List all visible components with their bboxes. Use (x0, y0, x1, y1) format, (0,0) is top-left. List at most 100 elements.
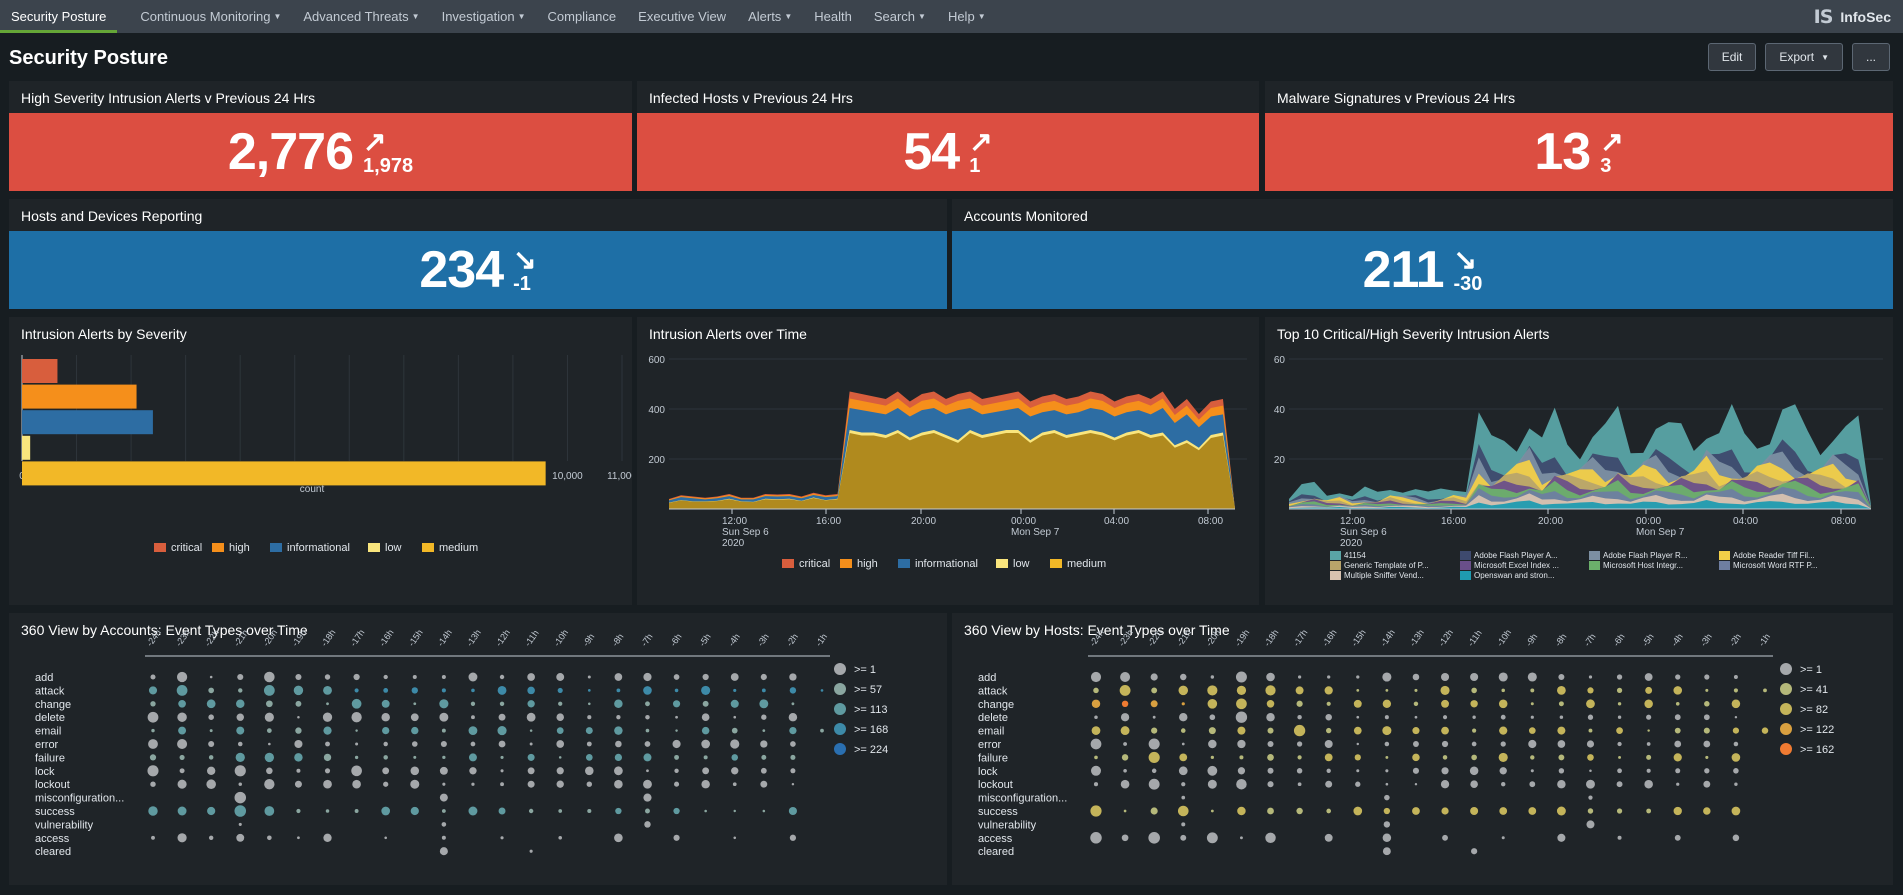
single-value[interactable]: 54 ↗ 1 (637, 113, 1259, 191)
nav-item-investigation[interactable]: Investigation ▼ (431, 0, 537, 33)
nav-item-compliance[interactable]: Compliance (537, 0, 628, 33)
export-button[interactable]: Export ▼ (1765, 43, 1843, 71)
bubble (1586, 740, 1595, 748)
legend-label: >= 82 (1800, 704, 1828, 716)
column-label: -15h (1349, 628, 1368, 648)
legend-swatch (1460, 561, 1471, 570)
hosts-bubble-chart[interactable]: -24h -23h -22h -21h -20h -19h -18h -17h -16h -15h… (952, 613, 1893, 885)
bubble (236, 726, 245, 735)
bubble (1240, 836, 1243, 840)
y-tick-label: 60 (1274, 355, 1286, 366)
panel-title: Accounts Monitored (964, 208, 1088, 224)
bubble (1530, 755, 1535, 760)
accounts-bubble-chart[interactable]: -24h -23h -22h -21h -20h -19h -18h -17h -16h -15h… (9, 613, 947, 885)
bubble (383, 687, 389, 693)
bubble (1237, 767, 1246, 775)
bubble (703, 755, 708, 760)
bubble (413, 702, 417, 706)
row-label: cleared (35, 846, 71, 858)
edit-button[interactable]: Edit (1707, 43, 1757, 71)
single-value-number: 211 (1362, 241, 1445, 299)
bubble (1413, 741, 1419, 747)
row-label: lock (978, 766, 998, 778)
nav-item-help[interactable]: Help ▼ (937, 0, 997, 33)
bubble (733, 809, 736, 813)
bubble (614, 753, 623, 762)
bubble (441, 728, 446, 733)
bubble (1557, 726, 1566, 735)
legend-swatch (1330, 561, 1341, 570)
bubble (1091, 726, 1101, 735)
bubble (1297, 782, 1302, 787)
bubble (1556, 806, 1566, 816)
bubble (1208, 727, 1216, 735)
nav-item-advanced-threats[interactable]: Advanced Threats ▼ (292, 0, 430, 33)
bubble (411, 726, 419, 735)
bubble (1265, 685, 1276, 696)
bubble (354, 688, 359, 693)
row-label: misconfiguration... (978, 793, 1067, 805)
single-value[interactable]: 13 ↗ 3 (1265, 113, 1893, 191)
bubble (528, 808, 534, 814)
nav-item-health[interactable]: Health (803, 0, 863, 33)
bubble (643, 686, 652, 695)
more-actions-button[interactable]: ... (1851, 43, 1890, 71)
bubble (1120, 726, 1130, 736)
bubble (413, 755, 417, 759)
bubble (1557, 740, 1566, 748)
column-label: -6h (1611, 632, 1627, 648)
column-label: -19h (1233, 628, 1252, 648)
bubble (1588, 795, 1593, 800)
single-value[interactable]: 2,776 ↗ 1,978 (9, 113, 632, 191)
bubble (789, 673, 797, 681)
bubble (324, 768, 331, 774)
single-value[interactable]: 234 ↘ -1 (9, 231, 947, 309)
bubble (1414, 782, 1418, 786)
bubble (1383, 821, 1391, 828)
legend-swatch (1589, 561, 1600, 570)
bubble (1324, 833, 1333, 842)
bubble (234, 765, 246, 777)
x-tick-label: 00:00 (1636, 516, 1661, 527)
nav-item-search[interactable]: Search ▼ (863, 0, 937, 33)
severity-bar-chart[interactable]: 01,0002,0003,0004,0005,0006,0007,0008,00… (9, 317, 632, 605)
bubble (1120, 713, 1130, 722)
bubble (616, 688, 621, 693)
bubble (1413, 701, 1419, 707)
bubble (1119, 684, 1131, 696)
bubble (1296, 700, 1303, 707)
legend-label: low (385, 542, 402, 554)
column-label: -16h (377, 628, 396, 648)
bubble (1151, 687, 1158, 694)
nav-item-continuous-monitoring[interactable]: Continuous Monitoring ▼ (129, 0, 292, 33)
panel-title: 360 View by Accounts: Event Types over T… (21, 622, 308, 638)
bubble (820, 689, 824, 692)
column-label: -21h (1175, 628, 1194, 648)
nav-item-security-posture[interactable]: Security Posture (0, 0, 118, 33)
bubble (1356, 769, 1360, 773)
bubble (1761, 727, 1769, 734)
column-label: -4h (1669, 632, 1685, 648)
nav-item-label: Search (873, 9, 916, 24)
bubble (1675, 768, 1681, 774)
nav-item-executive-view[interactable]: Executive View (627, 0, 737, 33)
nav-item-alerts[interactable]: Alerts ▼ (737, 0, 803, 33)
single-value[interactable]: 211 ↘ -30 (952, 231, 1893, 309)
trend-indicator: ↗ 3 (1600, 128, 1623, 177)
row-label: lockout (978, 779, 1013, 791)
bubble (439, 699, 449, 709)
bubble (1324, 753, 1333, 762)
x-tick-label: Sun Sep 6 (722, 527, 769, 538)
bubble (235, 752, 245, 763)
single-value-number: 234 (419, 241, 504, 299)
bubble (1237, 726, 1246, 735)
bubble (471, 782, 475, 786)
bubble (701, 779, 710, 789)
bubble (1557, 686, 1566, 695)
bubble (674, 768, 679, 773)
bubble (614, 766, 623, 776)
legend-label: >= 113 (854, 704, 887, 716)
bubble (150, 701, 156, 707)
